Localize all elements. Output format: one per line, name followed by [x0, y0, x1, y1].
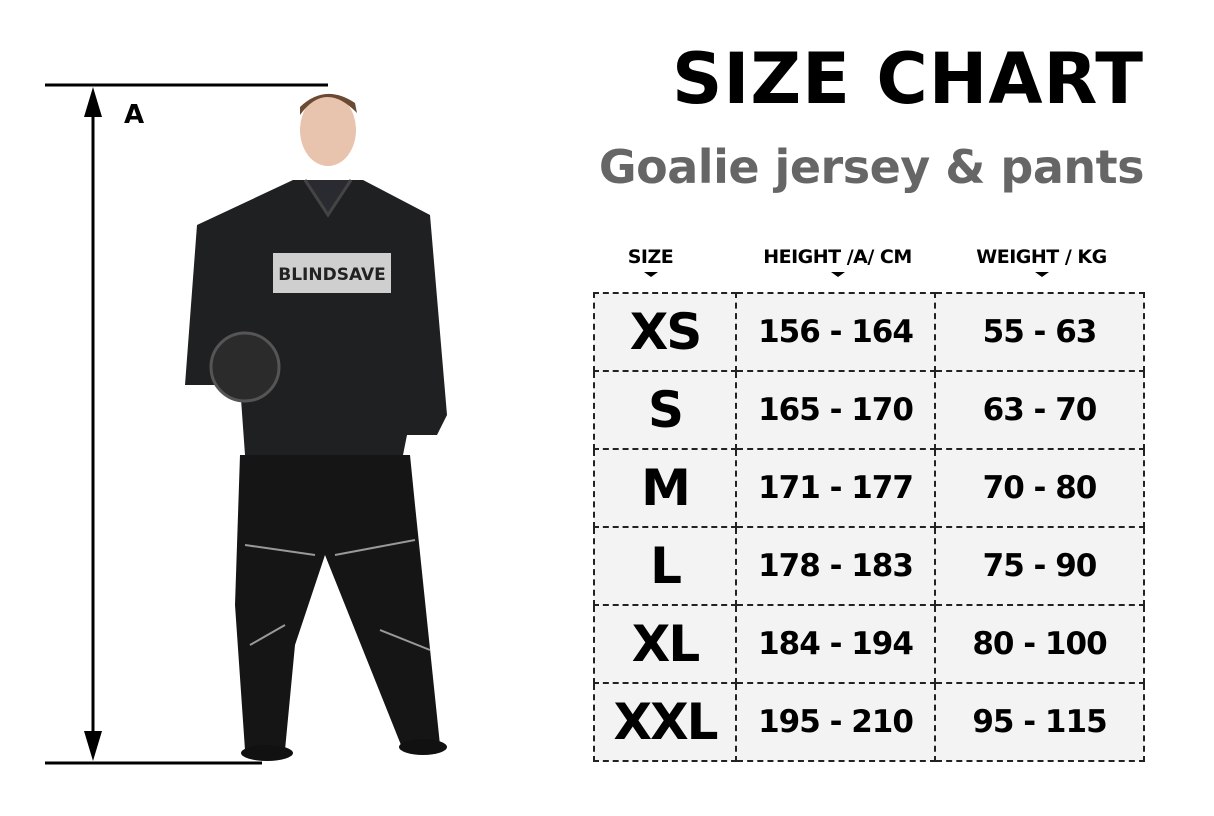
- header-weight: WEIGHT / KG: [938, 246, 1145, 277]
- height-cell: 171 - 177: [735, 448, 936, 528]
- height-cell: 156 - 164: [735, 292, 936, 372]
- table-row: XL 184 - 194 80 - 100: [593, 604, 1145, 684]
- weight-cell: 70 - 80: [934, 448, 1145, 528]
- weight-cell: 55 - 63: [934, 292, 1145, 372]
- height-cell: 165 - 170: [735, 370, 936, 450]
- header-height: HEIGHT /A/ CM: [737, 246, 938, 277]
- table-row: S 165 - 170 63 - 70: [593, 370, 1145, 450]
- size-cell: XXL: [593, 682, 737, 762]
- table-row: XS 156 - 164 55 - 63: [593, 292, 1145, 372]
- arrow-down-icon: [84, 731, 102, 761]
- size-cell: S: [593, 370, 737, 450]
- size-cell: XL: [593, 604, 737, 684]
- goalie-photo: BLINDSAVE: [185, 93, 447, 761]
- height-cell: 178 - 183: [735, 526, 936, 606]
- measure-label-a: A: [124, 100, 145, 130]
- size-table: XS 156 - 164 55 - 63 S 165 - 170 63 - 70 M 17…: [593, 292, 1145, 762]
- height-cell: 195 - 210: [735, 682, 936, 762]
- table-row: M 171 - 177 70 - 80: [593, 448, 1145, 528]
- jersey-logo: [273, 253, 391, 293]
- height-measure-guide: [45, 83, 328, 765]
- triangle-down-icon: [1034, 272, 1049, 277]
- size-cell: XS: [593, 292, 737, 372]
- page-title: SIZE CHART: [671, 38, 1144, 120]
- header-size: SIZE: [593, 246, 708, 277]
- size-cell: L: [593, 526, 737, 606]
- weight-cell: 80 - 100: [934, 604, 1145, 684]
- triangle-down-icon: [830, 272, 845, 277]
- arrow-up-icon: [84, 87, 102, 117]
- weight-cell: 95 - 115: [934, 682, 1145, 762]
- jersey-logo-text: BLINDSAVE: [278, 265, 385, 285]
- helmet: [209, 331, 281, 403]
- weight-cell: 75 - 90: [934, 526, 1145, 606]
- page-subtitle: Goalie jersey & pants: [598, 140, 1145, 194]
- table-row: L 178 - 183 75 - 90: [593, 526, 1145, 606]
- size-cell: M: [593, 448, 737, 528]
- weight-cell: 63 - 70: [934, 370, 1145, 450]
- triangle-down-icon: [643, 272, 658, 277]
- table-row: XXL 195 - 210 95 - 115: [593, 682, 1145, 762]
- height-cell: 184 - 194: [735, 604, 936, 684]
